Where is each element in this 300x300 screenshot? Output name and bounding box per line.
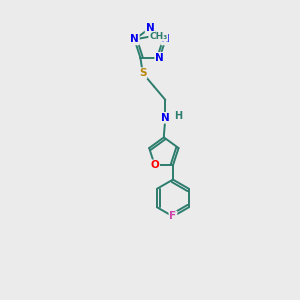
Text: N: N: [161, 34, 170, 44]
Text: N: N: [146, 23, 154, 33]
Text: N: N: [155, 53, 164, 63]
Text: S: S: [139, 68, 146, 78]
Text: H: H: [174, 111, 182, 121]
Text: CH₃: CH₃: [149, 32, 167, 41]
Text: F: F: [169, 212, 176, 221]
Text: N: N: [161, 113, 170, 123]
Text: O: O: [150, 160, 159, 170]
Text: N: N: [130, 34, 139, 44]
